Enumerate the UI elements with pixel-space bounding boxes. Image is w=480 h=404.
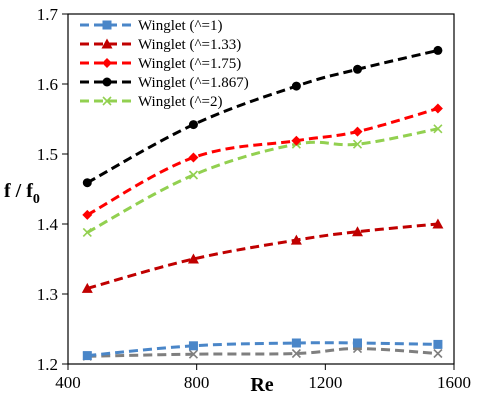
data-point [291,135,302,146]
legend-label: Winglet (^=1.33) [138,37,241,53]
series-line [86,107,439,217]
y-tick-label: 1.7 [37,5,59,24]
x-tick-label: 1600 [437,373,471,392]
series-2 [82,103,443,220]
series-1 [81,218,444,293]
data-point [81,282,93,293]
data-point [290,234,302,245]
y-tick-label: 1.3 [37,285,58,304]
legend-label: Winglet (^=2) [138,94,222,110]
series-line [86,222,439,290]
data-point [82,351,92,361]
y-axis-title: f / f0 [4,180,40,207]
marker-stroke [188,349,199,359]
series-4 [82,124,443,237]
data-point [433,45,443,55]
y-axis-title-main: f / f [4,180,33,202]
legend-marker [101,38,113,49]
legend-marker [102,77,112,87]
x-tick-label: 1200 [308,373,342,392]
y-tick-label: 1.4 [37,215,59,234]
legend-label: Winglet (^=1.75) [138,56,241,72]
legend-entry: Winglet (^=1.75) [80,56,241,72]
axes: 1.2 1.3 1.4 1.5 1.6 1.7 400 800 1200 1600 Re f / f0 [4,5,471,396]
marker-stroke [433,348,443,359]
marker-stroke [188,170,199,180]
series-line [87,347,439,358]
y-tick-label: 1.5 [37,145,58,164]
marker-stroke [82,227,92,237]
data-point [188,341,198,351]
legend-entry: Winglet (^=1.867) [80,75,249,91]
legend-marker [102,20,112,30]
data-point [291,81,301,91]
marker-stroke [433,124,443,134]
data-point [82,178,92,188]
data-point [188,152,199,163]
series-line [86,48,439,185]
data-point [353,64,362,74]
series-5 [82,344,443,361]
series-line [87,341,438,358]
data-point [352,226,363,237]
data-point [291,348,301,359]
data-point [352,139,363,149]
legend-label: Winglet (^=1.867) [138,75,249,91]
series-line [86,127,439,234]
x-axis-title: Re [250,374,273,396]
data-point [353,338,362,348]
data-point [82,209,93,220]
series-3 [82,45,443,188]
y-axis-title-subscript: 0 [33,192,40,207]
x-tick-label: 400 [55,373,81,392]
data-point [433,339,443,349]
legend-entry: Winglet (^=1) [80,18,222,34]
plot-border [67,13,455,365]
data-point [188,120,198,130]
data-point [188,170,199,180]
data-point [352,126,363,137]
data-point [433,124,443,134]
data-point [82,227,92,237]
legend-entry: Winglet (^=1.33) [80,37,241,53]
legend-label: Winglet (^=1) [138,18,222,34]
y-tick-label: 1.6 [37,75,58,94]
series-layer [81,45,444,361]
legend-marker [102,96,112,106]
data-point [433,348,443,359]
data-point [432,218,444,229]
data-point [188,349,199,359]
legend-marker [102,58,112,68]
plot-frame [67,13,455,365]
legend-entry: Winglet (^=2) [80,94,222,110]
data-point [291,338,301,348]
data-point [187,253,199,264]
marker-stroke [102,96,112,106]
series-0 [82,338,443,361]
legend: Winglet (^=1) Winglet (^=1.33) Winglet (^=… [80,18,249,110]
data-point [432,103,443,114]
x-tick-label: 800 [184,373,210,392]
marker-stroke [291,348,301,359]
marker-stroke [352,139,363,149]
y-tick-label: 1.2 [37,355,58,374]
